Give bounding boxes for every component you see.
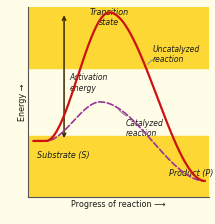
Text: Substrate (S): Substrate (S)	[37, 151, 90, 160]
Text: Product (P): Product (P)	[169, 168, 213, 178]
Y-axis label: Energy →: Energy →	[18, 83, 27, 121]
X-axis label: Progress of reaction ⟶: Progress of reaction ⟶	[71, 200, 166, 209]
Bar	[28, 136, 209, 197]
Text: Transition
state: Transition state	[90, 8, 129, 27]
Text: Uncatalyzed
reaction: Uncatalyzed reaction	[153, 45, 200, 64]
Text: Catalyzed
reaction: Catalyzed reaction	[126, 119, 163, 138]
Bar	[28, 7, 209, 68]
Text: Activation
energy: Activation energy	[69, 73, 108, 93]
